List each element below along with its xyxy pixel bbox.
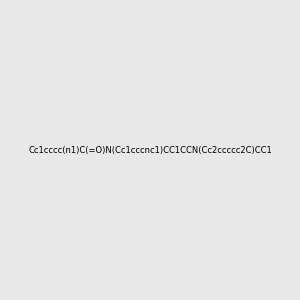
Text: Cc1cccc(n1)C(=O)N(Cc1cccnc1)CC1CCN(Cc2ccccc2C)CC1: Cc1cccc(n1)C(=O)N(Cc1cccnc1)CC1CCN(Cc2cc… [28, 146, 272, 154]
